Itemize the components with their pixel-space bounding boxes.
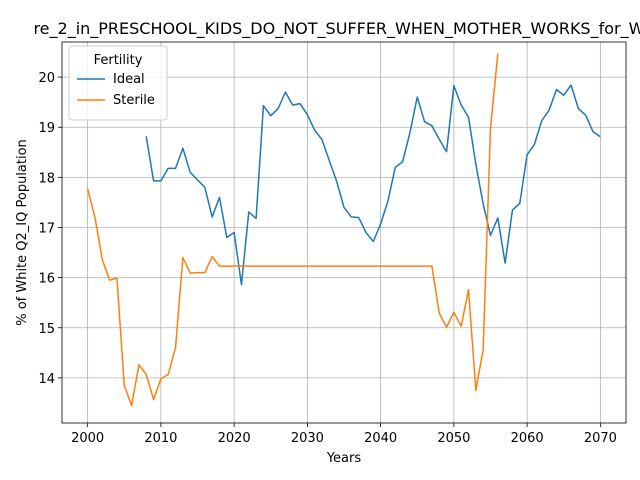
- x-tick-label: 2070: [584, 431, 617, 446]
- y-tick-label: 20: [38, 71, 55, 86]
- y-tick-label: 18: [38, 171, 55, 186]
- x-tick-label: 2050: [437, 431, 470, 446]
- y-axis-label: % of White Q2_IQ Population: [15, 139, 30, 326]
- y-tick-label: 16: [38, 272, 55, 287]
- series-line-sterile: [86, 53, 499, 407]
- grid: [62, 42, 626, 423]
- series-layer: [86, 53, 601, 407]
- y-tick-label: 19: [38, 121, 55, 136]
- legend-box: [68, 45, 168, 121]
- chart-title: re_2_in_PRESCHOOL_KIDS_DO_NOT_SUFFER_WHE…: [33, 19, 640, 39]
- x-tick-label: 2010: [144, 431, 177, 446]
- legend-items: Ideal Sterile: [77, 72, 155, 108]
- legend: Fertility Ideal Sterile: [68, 45, 168, 121]
- axis-ticks: 2000 2010 2020 2030 2040 2050 2060 2070 14 15 16 17…: [38, 71, 616, 446]
- x-tick-label: 2040: [364, 431, 397, 446]
- x-tick-label: 2060: [511, 431, 544, 446]
- x-tick-label: 2030: [291, 431, 324, 446]
- plot-frame: [61, 41, 627, 424]
- legend-label-sterile: Sterile: [113, 93, 155, 108]
- y-tick-label: 15: [38, 322, 55, 337]
- series-line-ideal: [145, 84, 601, 286]
- x-axis-label: Years: [326, 451, 362, 466]
- y-tick-label: 17: [38, 221, 55, 236]
- legend-title: Fertility: [94, 53, 143, 68]
- x-tick-label: 2020: [218, 431, 251, 446]
- x-tick-label: 2000: [71, 431, 104, 446]
- legend-label-ideal: Ideal: [113, 72, 145, 87]
- y-tick-label: 14: [38, 372, 55, 387]
